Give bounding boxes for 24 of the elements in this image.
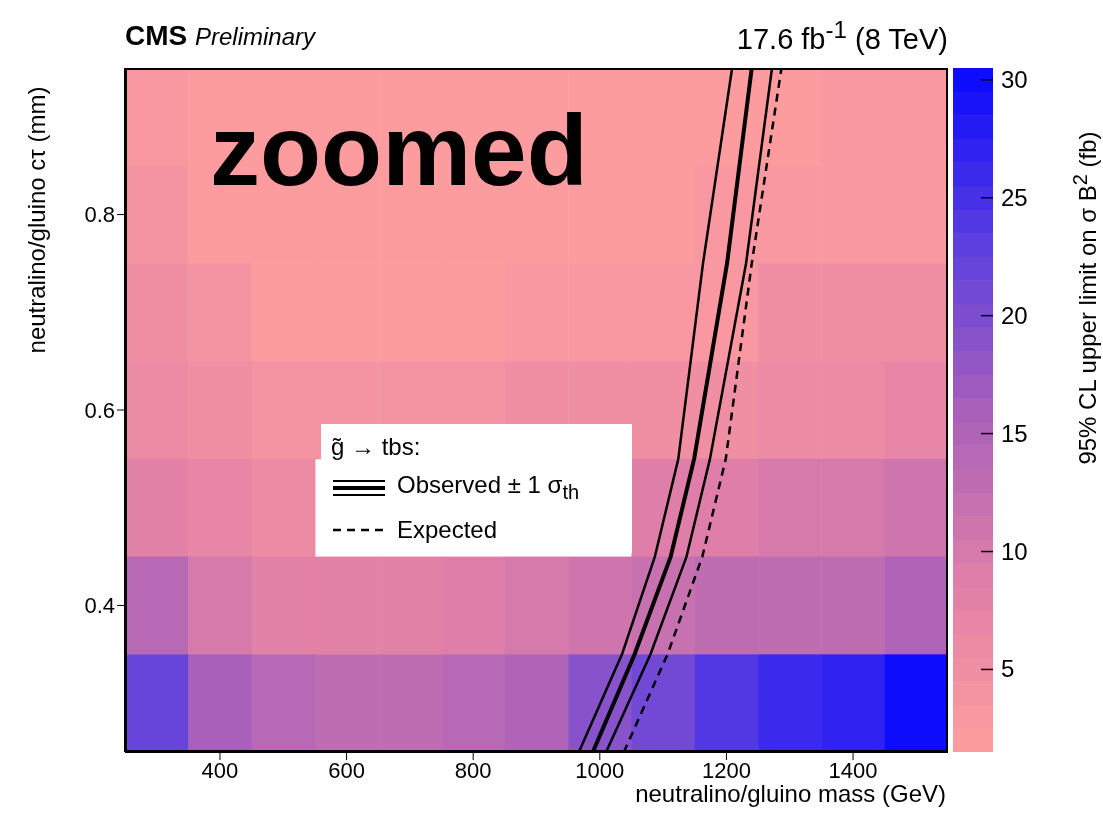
x-tick-label: 1000 [575, 757, 625, 783]
x-tick-label: 400 [201, 757, 239, 783]
y-tick-label: 0.6 [84, 397, 115, 423]
y-axis-title: neutralino/gluino cτ (mm) [23, 86, 51, 354]
annotation: zoomed [210, 94, 588, 206]
chart-title: CMS [125, 20, 188, 51]
color-bar-label: 5 [1001, 655, 1015, 683]
y-tick-label: 0.8 [84, 202, 115, 228]
x-tick-label: 800 [454, 757, 492, 783]
color-bar-label: 30 [1001, 65, 1028, 93]
x-axis-title: neutralino/gluino mass (GeV) [635, 780, 946, 808]
legend-label: Expected [397, 514, 498, 545]
x-tick-label: 600 [328, 757, 365, 783]
x-tick-label: 1200 [701, 757, 751, 783]
legend-label: Observed ± 1 σ$_{th}$ [397, 470, 580, 505]
y-tick-label: 0.4 [84, 593, 115, 619]
color-bar-label: 20 [1001, 301, 1028, 329]
color-bar-label: 10 [1001, 537, 1028, 565]
text: 17.6 fb$^{-1}$ (8 TeV) [736, 16, 948, 55]
legend-title: g̃ → tbs: [331, 432, 422, 462]
x-tick-label: 1400 [828, 757, 878, 783]
chart-subtitle: Preliminary [195, 23, 316, 50]
color-bar-label: 25 [1001, 183, 1028, 211]
color-bar-label: 15 [1001, 419, 1028, 447]
